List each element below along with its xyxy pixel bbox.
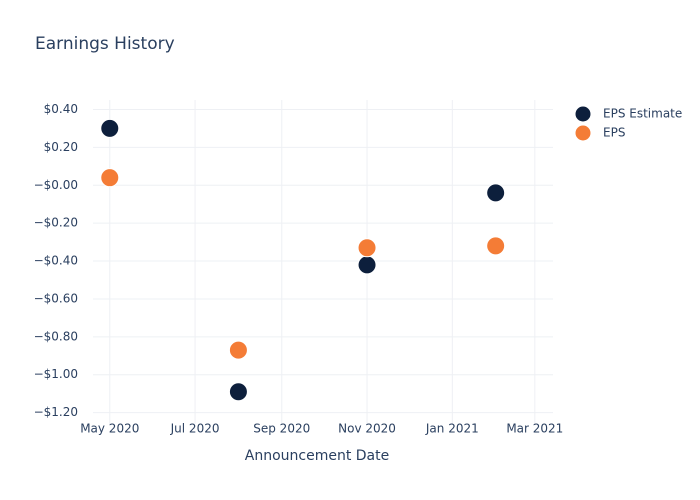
y-tick-label: −$0.40 (34, 254, 78, 268)
legend-marker (574, 124, 592, 142)
y-tick-label: −$1.20 (34, 405, 78, 419)
chart-title: Earnings History (35, 34, 175, 54)
y-tick-label: −$0.80 (34, 329, 78, 343)
y-tick-label: −$1.00 (34, 367, 78, 381)
y-tick-label: −$0.20 (34, 216, 78, 230)
y-tick-label: −$0.00 (34, 178, 78, 192)
x-tick-label: May 2020 (80, 422, 139, 436)
x-tick-label: Nov 2020 (338, 422, 396, 436)
legend-label: EPS Estimate (603, 107, 682, 121)
data-point (357, 238, 377, 258)
data-point (486, 236, 506, 256)
legend-marker (574, 105, 592, 123)
data-point (228, 340, 248, 360)
data-point (228, 382, 248, 402)
legend-label: EPS (603, 126, 625, 140)
y-tick-label: −$0.60 (34, 291, 78, 305)
data-point (100, 168, 120, 188)
data-point (486, 183, 506, 203)
x-tick-label: Jan 2021 (425, 422, 479, 436)
x-tick-label: Mar 2021 (506, 422, 563, 436)
x-tick-label: Jul 2020 (170, 422, 220, 436)
y-tick-label: $0.20 (44, 140, 78, 154)
x-tick-label: Sep 2020 (253, 422, 310, 436)
y-tick-label: $0.40 (44, 102, 78, 116)
x-axis-title: Announcement Date (245, 448, 389, 464)
data-point (357, 255, 377, 275)
data-point (100, 118, 120, 138)
